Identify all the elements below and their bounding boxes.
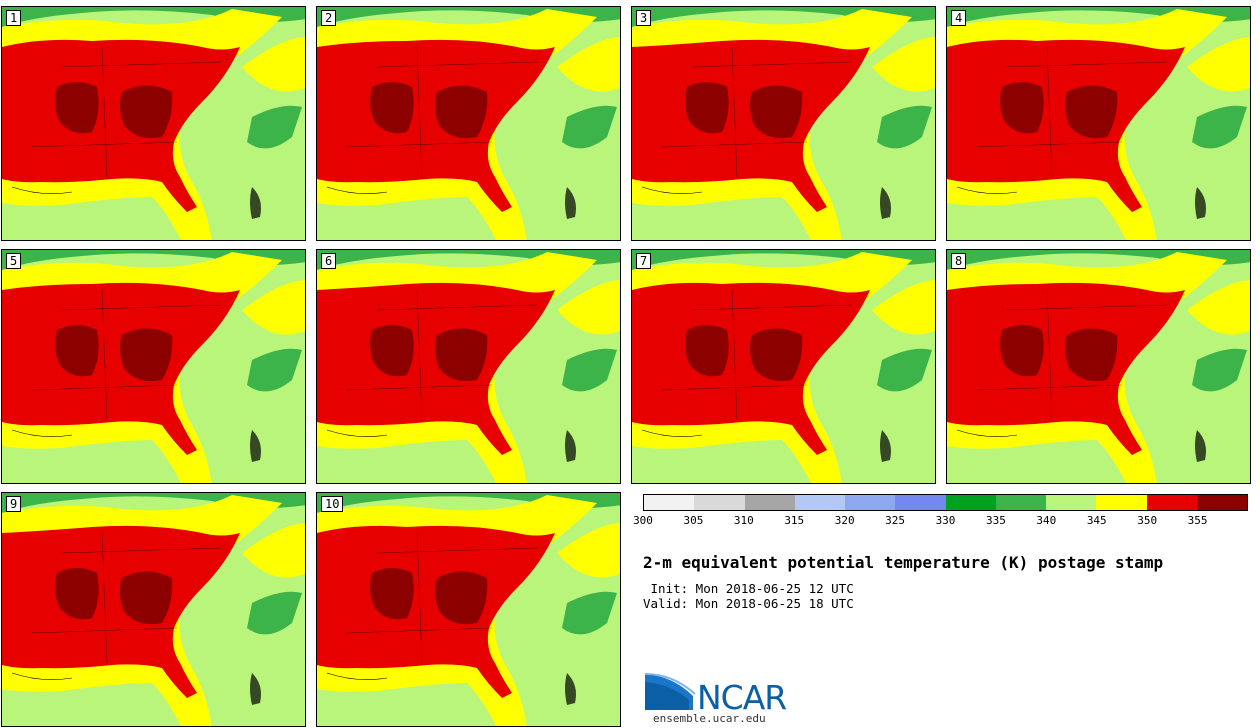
ensemble-url: ensemble.ucar.edu bbox=[653, 712, 766, 725]
ensemble-member-map: 8 bbox=[946, 249, 1251, 484]
colorbar-tick-label: 305 bbox=[683, 514, 704, 527]
ensemble-member-map: 6 bbox=[316, 249, 621, 484]
colorbar-segment bbox=[995, 495, 1046, 510]
colorbar-segment bbox=[794, 495, 845, 510]
ncar-logo-icon bbox=[644, 673, 696, 710]
colorbar-segment bbox=[1046, 495, 1097, 510]
colorbar bbox=[643, 494, 1248, 511]
colorbar-segment bbox=[1146, 495, 1197, 510]
colorbar-tick-label: 350 bbox=[1137, 514, 1158, 527]
colorbar-tick-label: 335 bbox=[985, 514, 1006, 527]
colorbar-tick-label: 355 bbox=[1187, 514, 1208, 527]
member-number-label: 3 bbox=[636, 10, 652, 26]
ensemble-member-map: 4 bbox=[946, 6, 1251, 241]
init-time: Init: Mon 2018-06-25 12 UTC bbox=[643, 581, 854, 596]
ncar-logo-text: NCAR bbox=[697, 678, 787, 717]
member-number-label: 8 bbox=[951, 253, 967, 269]
member-number-label: 2 bbox=[321, 10, 337, 26]
colorbar-tick-label: 340 bbox=[1036, 514, 1057, 527]
ensemble-member-map: 9 bbox=[1, 492, 306, 727]
colorbar-tick-label: 310 bbox=[733, 514, 754, 527]
colorbar-segment bbox=[644, 495, 695, 510]
member-number-label: 1 bbox=[6, 10, 22, 26]
ensemble-member-map: 2 bbox=[316, 6, 621, 241]
valid-time: Valid: Mon 2018-06-25 18 UTC bbox=[643, 596, 854, 611]
figure-title: 2-m equivalent potential temperature (K)… bbox=[643, 553, 1164, 572]
colorbar-segment bbox=[744, 495, 795, 510]
ensemble-member-map: 5 bbox=[1, 249, 306, 484]
colorbar-tick-label: 325 bbox=[885, 514, 906, 527]
colorbar-tick-label: 345 bbox=[1086, 514, 1107, 527]
colorbar-segment bbox=[1196, 495, 1247, 510]
member-number-label: 5 bbox=[6, 253, 22, 269]
colorbar-tick-label: 320 bbox=[834, 514, 855, 527]
colorbar-tick-label: 330 bbox=[935, 514, 956, 527]
colorbar-segment bbox=[945, 495, 996, 510]
colorbar-segment bbox=[694, 495, 745, 510]
colorbar-segment bbox=[1096, 495, 1147, 510]
member-number-label: 4 bbox=[951, 10, 967, 26]
member-number-label: 9 bbox=[6, 496, 22, 512]
colorbar-segment bbox=[895, 495, 946, 510]
ensemble-member-map: 7 bbox=[631, 249, 936, 484]
member-number-label: 7 bbox=[636, 253, 652, 269]
ensemble-member-map: 3 bbox=[631, 6, 936, 241]
ensemble-member-map: 1 bbox=[1, 6, 306, 241]
member-number-label: 6 bbox=[321, 253, 337, 269]
ensemble-member-map: 10 bbox=[316, 492, 621, 727]
colorbar-tick-label: 300 bbox=[633, 514, 653, 527]
colorbar-segment bbox=[845, 495, 896, 510]
colorbar-tick-label: 315 bbox=[784, 514, 805, 527]
member-number-label: 10 bbox=[321, 496, 344, 512]
